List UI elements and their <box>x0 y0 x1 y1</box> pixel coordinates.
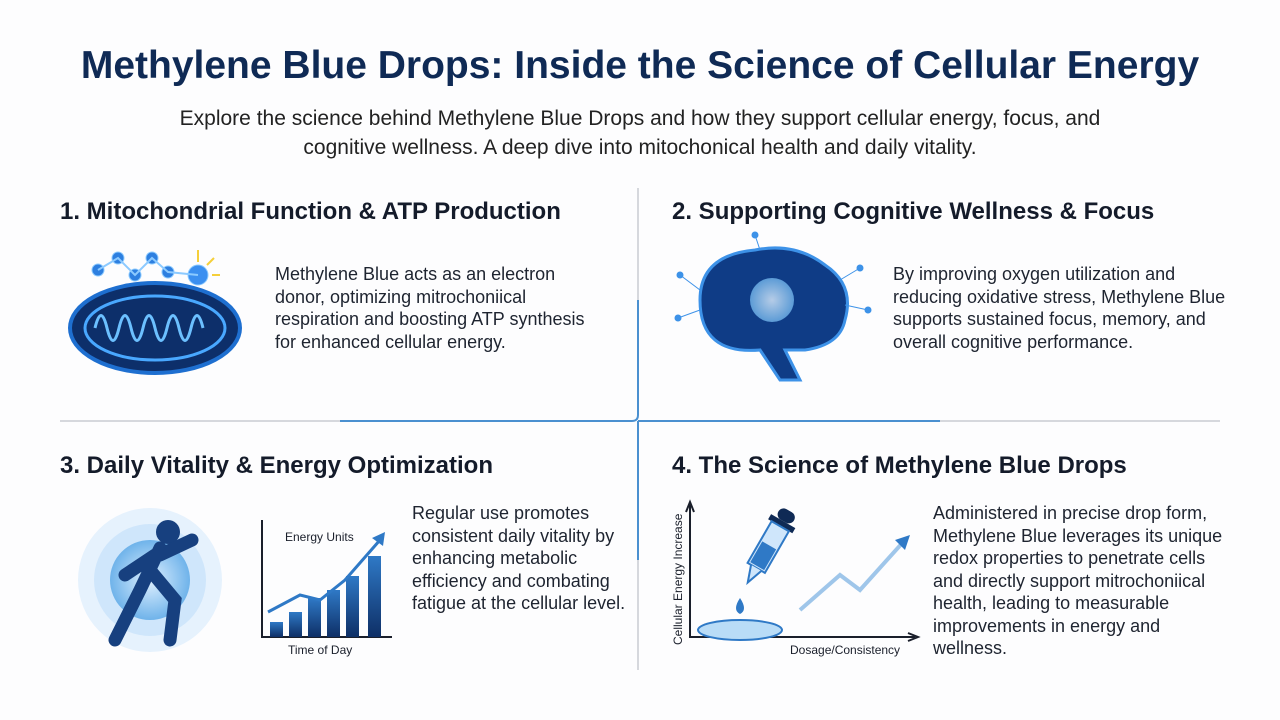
title: Methylene Blue Drops: Inside the Science… <box>80 44 1200 87</box>
dividers <box>60 188 1220 670</box>
chart-y-label: Cellular Energy Increase <box>671 513 685 645</box>
chart-x-label: Time of Day <box>288 643 352 657</box>
runner-icon <box>78 508 222 652</box>
section-body: By improving oxygen utilization and redu… <box>893 264 1226 352</box>
brain-icon <box>674 231 872 382</box>
section-heading: 3. Daily Vitality & Energy Optimization <box>60 452 493 479</box>
section-heading: 2. Supporting Cognitive Wellness & Focus <box>672 198 1155 225</box>
energy-chart: Energy Units Time of Day <box>261 520 392 657</box>
section-body: Administered in precise drop form, Methy… <box>933 503 1223 658</box>
mitochondrion-icon <box>68 250 242 375</box>
section-body: Methylene Blue acts as an electron donor… <box>275 264 585 352</box>
dosage-chart: Cellular Energy Increase Dosage/Consiste… <box>671 499 921 657</box>
section-heading: 4. The Science of Methylene Blue Drops <box>672 452 1127 479</box>
chart-y-label: Energy Units <box>285 530 354 544</box>
section-heading: 1. Mitochondrial Function & ATP Producti… <box>60 198 561 225</box>
subtitle: Explore the science behind Methylene Blu… <box>179 107 1101 159</box>
chart-x-label: Dosage/Consistency <box>790 643 900 657</box>
section-body: Regular use promotes consistent daily vi… <box>412 503 626 613</box>
